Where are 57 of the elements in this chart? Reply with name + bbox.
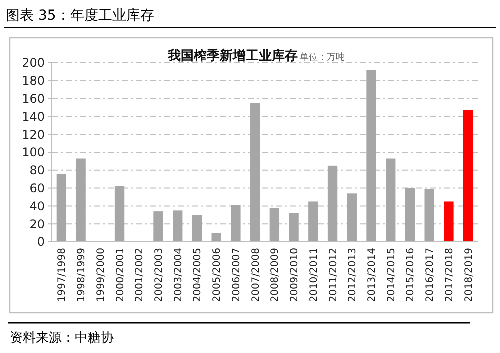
x-tick-label: 2005/2006 [212,248,224,302]
y-tick-label: 180 [22,74,45,88]
bar [424,189,434,242]
text: 资料来源：中糖协 [10,331,114,346]
x-tick-label: 2004/2005 [192,248,204,302]
bar [114,186,125,242]
x-tick-label: 2011/2012 [328,248,340,302]
bar [231,205,241,242]
chart-title: 图表 35：年度工业库存 [6,8,154,24]
x-tick-label: 2018/2019 [464,248,475,302]
bar [56,174,67,242]
bar [76,158,86,242]
bar [212,233,222,242]
y-tick-label: 140 [22,110,45,124]
bar [308,202,318,242]
y-tick-label: 0 [37,235,45,250]
x-tick-label: 2000/2001 [115,248,126,302]
x-tick-label: 1998/1999 [76,248,88,302]
x-tick-label: 2007/2008 [250,248,262,302]
x-tick-label: 2003/2004 [173,248,184,302]
bar [463,110,474,242]
y-tick-label: 40 [30,199,45,214]
x-tick-label: 1999/2000 [96,248,107,302]
bar [192,215,202,242]
bar [270,208,280,242]
bar [173,210,183,242]
x-tick-label: 2001/2002 [134,248,146,302]
bar [366,70,376,242]
bar [250,103,260,242]
x-tick-label: 2017/2018 [444,248,456,302]
x-tick-label: 2012/2013 [348,248,359,302]
bar [386,158,396,242]
y-tick-label: 100 [22,146,45,160]
y-tick-label: 80 [30,164,45,178]
x-tick-label: 1997/1998 [57,248,68,302]
y-tick-label: 200 [22,56,45,70]
x-tick-label: 2002/2003 [154,248,165,302]
x-tick-label: 2006/2007 [231,248,242,302]
y-tick-label: 160 [22,92,45,106]
bar [405,188,416,242]
bar [328,166,338,242]
x-tick-label: 2015/2016 [406,248,417,302]
y-tick-label: 120 [22,128,45,142]
x-tick-label: 2014/2015 [386,248,398,302]
x-tick-label: 2008/2009 [270,248,282,302]
bar [444,202,454,242]
x-tick-label: 2016/2017 [425,248,436,302]
x-tick-label: 2013/2014 [367,248,378,302]
chart-subtitle: 我国榨季新增工业库存 [167,48,298,64]
bar [347,194,357,242]
x-tick-label: 2010/2011 [308,248,320,302]
y-tick-label: 60 [30,182,45,196]
y-axis-title: 单位：万吨 [300,52,345,63]
x-tick-label: 2009/2010 [290,248,301,302]
y-tick-label: 20 [30,217,45,232]
bar [289,213,299,242]
bar [154,212,164,242]
